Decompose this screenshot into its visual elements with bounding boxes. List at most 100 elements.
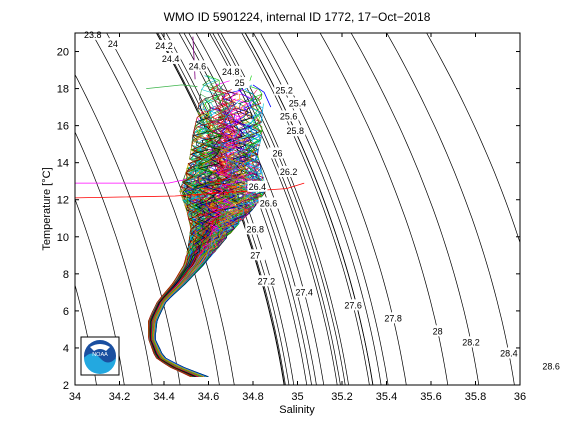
contour-label-bg: [187, 60, 208, 72]
profile-line: [152, 158, 247, 377]
density-contour: [259, 33, 389, 385]
contour-label: 25.8: [287, 126, 305, 136]
y-tick-label: 18: [57, 84, 69, 96]
contour-label-bg: [461, 336, 482, 348]
contour-label-bg: [160, 52, 181, 64]
profile-line: [151, 195, 223, 377]
logo-text: NOAA: [92, 352, 108, 358]
density-contour: [91, 33, 220, 385]
contour-label-bg: [102, 38, 123, 50]
contour-label-bg: [229, 77, 250, 89]
profile-series: [75, 36, 305, 377]
contour-label-bg: [274, 84, 295, 96]
contour-label: 25: [235, 78, 245, 88]
contour-label: 26: [272, 148, 282, 158]
profile-line: [148, 163, 205, 377]
density-contour: [319, 33, 449, 385]
x-tick-label: 35: [291, 391, 303, 403]
profile-line: [154, 84, 264, 377]
x-tick-label: 36: [514, 391, 526, 403]
profile-line: [150, 163, 221, 377]
contour-label-bg: [541, 360, 562, 372]
contour-label-bg: [245, 223, 266, 235]
profile-line: [150, 135, 223, 377]
density-contour: [278, 33, 407, 385]
logo-gull: [90, 344, 110, 351]
x-tick-label: 34.4: [153, 391, 174, 403]
x-tick-label: 35.6: [420, 391, 441, 403]
contour-label-bg: [82, 28, 103, 40]
contour-label-bg: [278, 165, 299, 177]
y-tick-label: 8: [63, 269, 69, 281]
chart-title: WMO ID 5901224, internal ID 1772, 17−Oct…: [164, 10, 431, 24]
contour-label: 26.6: [260, 198, 278, 208]
contour-label: 28.6: [542, 361, 560, 371]
noaa-logo: NOAA: [80, 336, 120, 376]
outlier-profile: [192, 36, 196, 80]
density-contour: [0, 0, 45, 413]
contour-label-bg: [294, 286, 315, 298]
density-contour: [241, 33, 370, 385]
contour-label-bg: [498, 347, 519, 359]
y-tick-label: 12: [57, 195, 69, 207]
contour-label: 27.2: [258, 276, 276, 286]
density-contour: [217, 33, 346, 385]
y-axis-label: Temperature [°C]: [41, 167, 53, 250]
density-contour: [75, 131, 153, 385]
contour-label: 24.4: [162, 54, 180, 64]
contour-label-bg: [267, 147, 288, 159]
contour-label-bg: [427, 325, 448, 337]
outlier-profile: [252, 84, 272, 108]
x-tick-label: 35.4: [376, 391, 397, 403]
contour-label: 24: [108, 39, 118, 49]
density-contour: [155, 33, 285, 385]
density-contour: [209, 33, 338, 385]
x-tick-label: 34.6: [198, 391, 219, 403]
profile-line: [152, 186, 231, 377]
density-contour: [386, 33, 515, 385]
contour-label-bg: [285, 125, 306, 137]
contour-label-bg: [220, 65, 241, 77]
contour-label-bg: [245, 249, 266, 261]
y-tick-label: 6: [63, 306, 69, 318]
y-tick-label: 14: [57, 158, 69, 170]
y-tick-label: 4: [63, 343, 69, 355]
density-contour: [426, 33, 520, 244]
contour-label: 26.2: [280, 167, 298, 177]
contour-label: 28.4: [500, 349, 518, 359]
contour-label-bg: [383, 312, 404, 324]
y-tick-label: 10: [57, 232, 69, 244]
contour-label: 24.2: [155, 41, 173, 51]
contour-label: 28.2: [462, 337, 480, 347]
density-contour: [75, 73, 181, 385]
outlier-profile: [75, 179, 187, 184]
contour-label: 25.4: [289, 98, 307, 108]
x-tick-label: 34.8: [242, 391, 263, 403]
y-tick-label: 16: [57, 121, 69, 133]
contour-label-bg: [154, 39, 174, 51]
contour-label-bg: [258, 197, 279, 209]
outlier-profile: [75, 182, 305, 199]
x-axis-label: Salinity: [279, 404, 315, 416]
contour-label: 25.2: [275, 85, 293, 95]
contour-label: 24.8: [222, 67, 240, 77]
density-contour: [252, 33, 382, 385]
x-tick-label: 35.8: [465, 391, 486, 403]
contour-label: 23.8: [84, 30, 102, 40]
x-tick-label: 35.2: [331, 391, 352, 403]
density-contour: [220, 33, 349, 385]
contour-label-bg: [278, 110, 299, 122]
contour-label: 27.8: [384, 313, 402, 323]
axis-ticks: 34 34.2 34.4 34.6 34.8 35 35.2 35.4 35.6 35.8 3624…: [57, 33, 526, 403]
contour-label-bg: [343, 299, 364, 311]
density-contour: [244, 33, 374, 385]
density-contour: [350, 33, 480, 385]
logo-wave: [84, 353, 116, 374]
contour-labels: 23.8 24 24.2 24.4 24.6 24.825 25.2 25.4 25.6 25.8…: [82, 28, 562, 372]
contour-label: 26.4: [249, 182, 267, 192]
y-tick-label: 2: [63, 380, 69, 392]
x-tick-label: 34: [69, 391, 81, 403]
contour-label: 27: [250, 250, 260, 260]
outlier-profile: [146, 84, 198, 89]
